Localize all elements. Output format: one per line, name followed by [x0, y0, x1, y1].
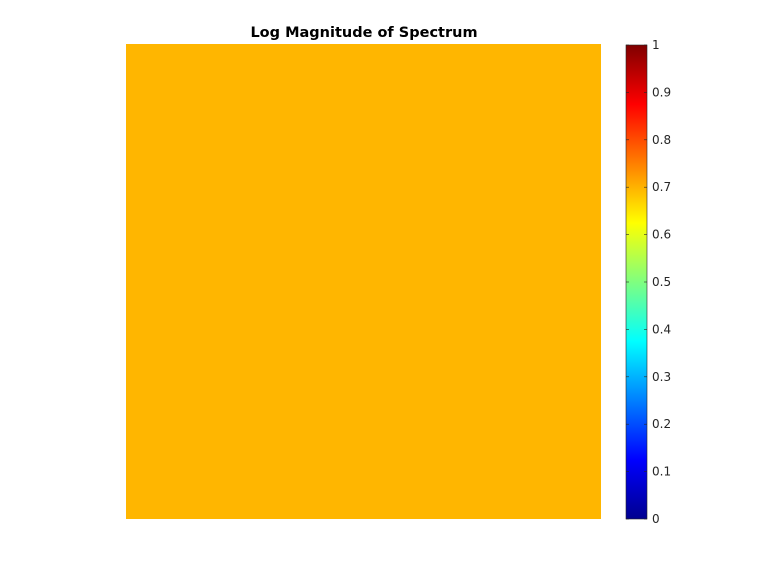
- colorbar-gradient: [626, 45, 647, 519]
- colorbar-tick-label: 0.7: [652, 180, 671, 194]
- colorbar-tick-label: 0.6: [652, 228, 671, 242]
- heatmap: [126, 44, 601, 519]
- colorbar-tick-label: 0.3: [652, 370, 671, 384]
- colorbar-tick-label: 0.5: [652, 275, 671, 289]
- heatmap-cell: [126, 44, 601, 519]
- colorbar: 0 0.1 0.2 0.3 0.4 0.5 0.6 0.7 0.8 0.9 1: [625, 38, 671, 526]
- colorbar-tick-label: 0.9: [652, 85, 671, 99]
- colorbar-ticks: 0 0.1 0.2 0.3 0.4 0.5 0.6 0.7 0.8 0.9 1: [626, 38, 671, 526]
- colorbar-tick-label: 1: [652, 38, 660, 52]
- colorbar-tick-label: 0.8: [652, 133, 671, 147]
- colorbar-tick-label: 0.2: [652, 417, 671, 431]
- colorbar-tick-label: 0.1: [652, 465, 671, 479]
- colorbar-tick-label: 0: [652, 512, 660, 526]
- chart-title: Log Magnitude of Spectrum: [250, 25, 477, 41]
- colorbar-tick-label: 0.4: [652, 322, 671, 336]
